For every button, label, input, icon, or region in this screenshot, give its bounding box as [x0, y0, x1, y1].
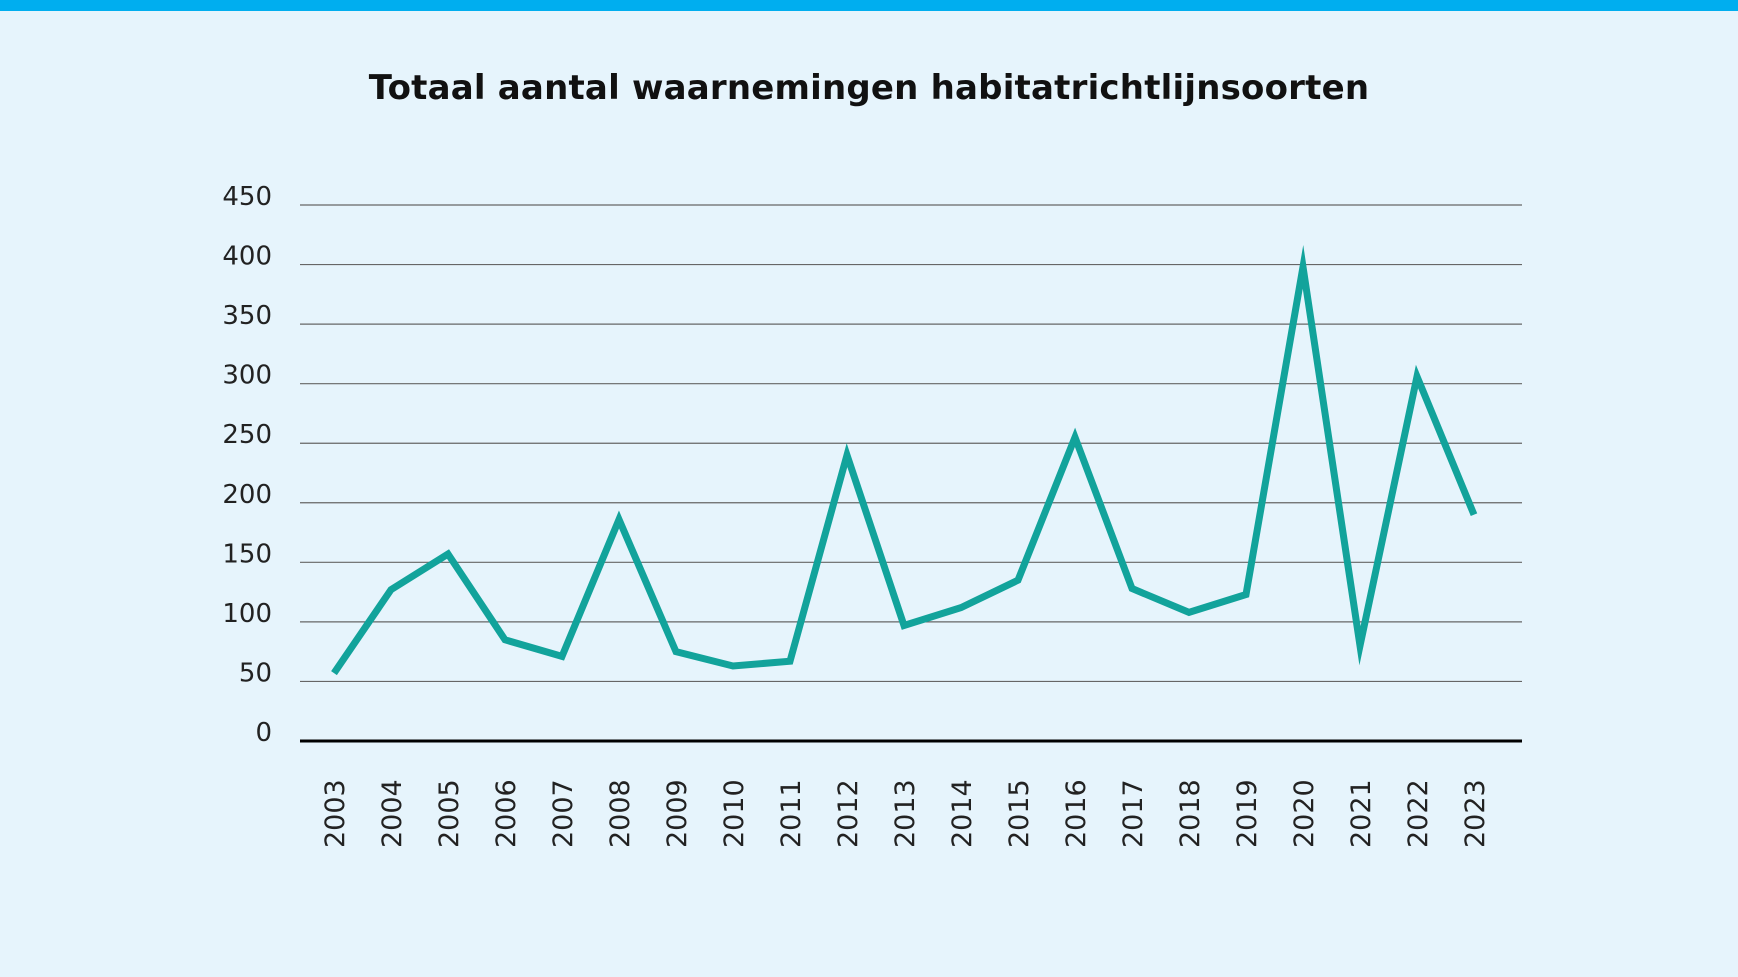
x-tick-label: 2005 — [434, 779, 465, 848]
y-tick-label: 0 — [255, 718, 272, 748]
x-tick-label: 2014 — [947, 779, 978, 848]
y-tick-label: 450 — [222, 182, 272, 212]
x-tick-label: 2009 — [662, 779, 693, 848]
chart-title: Totaal aantal waarnemingen habitatrichtl… — [368, 68, 1370, 108]
y-tick-label: 100 — [222, 599, 272, 629]
series-lines — [331, 245, 1478, 676]
x-tick-label: 2004 — [377, 779, 408, 848]
x-tick-label: 2011 — [776, 779, 807, 848]
x-tick-label: 2006 — [491, 779, 522, 848]
x-tick-label: 2023 — [1460, 779, 1491, 848]
x-tick-label: 2020 — [1289, 779, 1320, 848]
x-tick-label: 2013 — [890, 779, 921, 848]
x-tick-label: 2008 — [605, 779, 636, 848]
x-tick-label: 2017 — [1118, 779, 1149, 848]
x-tick-label: 2016 — [1061, 779, 1092, 848]
x-axis-ticks: 2003 2004 2005 2006 2007 2008 2009 2010 2011 2012… — [320, 779, 1491, 848]
top-accent-bar — [0, 0, 1738, 11]
x-tick-label: 2003 — [320, 779, 351, 848]
series-line — [331, 245, 1478, 676]
y-tick-label: 350 — [222, 301, 272, 331]
x-tick-label: 2022 — [1403, 779, 1434, 848]
gridlines — [300, 204, 1522, 683]
x-tick-label: 2018 — [1175, 779, 1206, 848]
y-axis-ticks: 0 50 100 150 200 250 300 350 400 450 — [222, 182, 272, 748]
y-tick-label: 250 — [222, 420, 272, 450]
x-tick-label: 2021 — [1346, 779, 1377, 848]
x-tick-label: 2012 — [833, 779, 864, 848]
y-tick-label: 50 — [239, 658, 272, 688]
y-tick-label: 400 — [222, 242, 272, 272]
x-tick-label: 2010 — [719, 779, 750, 848]
x-tick-label: 2015 — [1004, 779, 1035, 848]
y-tick-label: 300 — [222, 361, 272, 391]
y-tick-label: 200 — [222, 480, 272, 510]
x-tick-label: 2007 — [548, 779, 579, 848]
x-tick-label: 2019 — [1232, 779, 1263, 848]
y-tick-label: 150 — [222, 539, 272, 569]
